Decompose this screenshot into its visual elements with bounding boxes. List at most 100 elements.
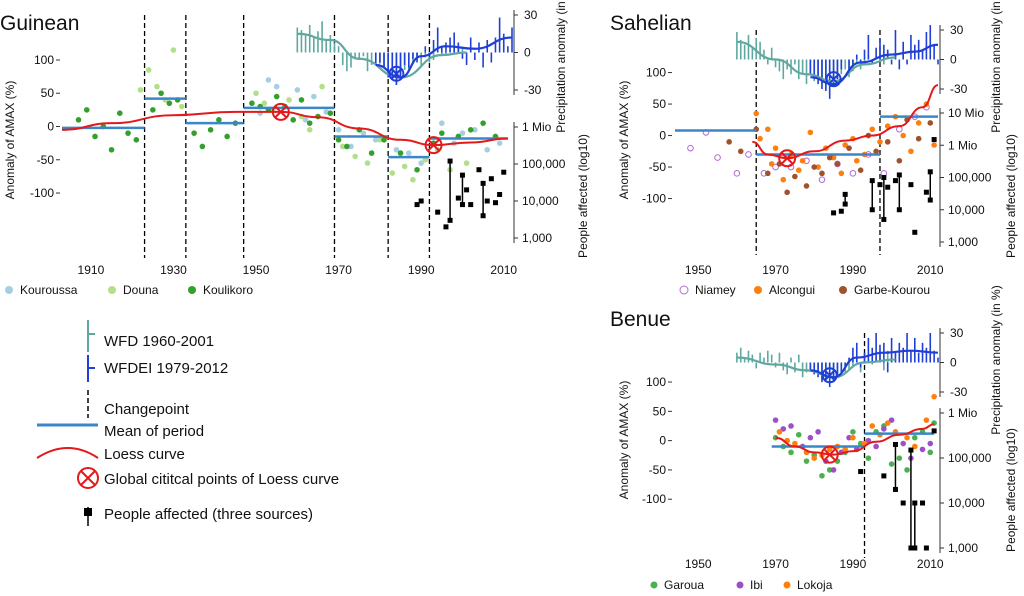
data-point-kouroussa: [302, 117, 309, 123]
people-tick-label: 1 Mio: [522, 120, 552, 134]
data-point-koulikoro: [83, 107, 90, 113]
data-point-niamey: [714, 154, 721, 161]
people-marker: [923, 189, 929, 195]
data-point-garoua: [911, 434, 918, 441]
data-point-lokoja: [884, 420, 891, 426]
data-point-douna: [154, 83, 160, 90]
data-point-garbe-kourou: [826, 154, 833, 161]
x-tick-label: 1970: [762, 557, 789, 571]
data-point-koulikoro: [158, 90, 164, 97]
data-point-kouroussa: [439, 120, 445, 126]
people-tick-label: 1,000: [948, 541, 978, 555]
critical-point-cross: [427, 138, 440, 152]
data-point-kouroussa: [472, 127, 478, 133]
data-point-alcongui: [900, 132, 906, 139]
people-tick-label: 100,000: [948, 451, 992, 465]
data-point-lokoja: [850, 434, 856, 441]
data-point-alcongui: [915, 120, 922, 126]
data-point-koulikoro: [75, 117, 82, 123]
data-point-alcongui: [799, 157, 806, 164]
data-point-alcongui: [795, 167, 802, 174]
data-point-douna: [463, 160, 470, 166]
data-point-garoua: [904, 467, 910, 473]
data-point-lokoja: [904, 434, 910, 441]
people-marker: [501, 169, 507, 175]
legend-marker-garbe-kourou: [839, 286, 847, 294]
x-tick-label: 1930: [160, 263, 187, 277]
people-marker: [459, 202, 465, 208]
data-point-kouroussa: [496, 140, 503, 146]
precip-critical-point: [388, 65, 405, 82]
x-tick-label: 1950: [243, 263, 270, 277]
data-point-douna: [178, 103, 185, 110]
people-marker: [488, 176, 494, 182]
y-tick-label: -100: [642, 192, 666, 206]
main-legend: WFD 1960-2001 WFDEI 1979-2012 Changepoin…: [36, 320, 339, 526]
precip-smooth-curve: [810, 43, 939, 86]
data-point-ibi: [815, 429, 821, 435]
data-point-ibi: [780, 426, 787, 432]
data-point-kouroussa: [372, 137, 379, 143]
legend-people-label: People affected (three sources): [104, 506, 313, 523]
people-marker: [484, 198, 490, 204]
data-point-lokoja: [869, 423, 876, 429]
people-marker: [435, 209, 441, 215]
legend-label-garoua: Garoua: [664, 578, 704, 592]
data-point-alcongui: [765, 126, 771, 133]
people-marker: [927, 169, 933, 175]
precip-critical-point: [821, 367, 838, 384]
data-point-kouroussa: [294, 87, 301, 93]
data-point-alcongui: [830, 154, 837, 161]
x-tick-label: 1950: [685, 557, 712, 571]
legend-label-lokoja: Lokoja: [797, 578, 833, 592]
data-point-ibi: [888, 417, 895, 423]
y-tick-label: -50: [649, 160, 667, 174]
data-point-ibi: [807, 434, 814, 441]
people-marker: [418, 198, 424, 204]
legend-changepoint-label: Changepoint: [104, 401, 190, 418]
data-point-alcongui: [877, 139, 883, 145]
people-marker: [447, 217, 453, 223]
people-tick-label: 10,000: [948, 203, 985, 217]
data-point-lokoja: [931, 393, 937, 400]
loess-curve: [752, 84, 939, 160]
data-point-koulikoro: [290, 117, 296, 123]
data-point-kouroussa: [273, 83, 280, 90]
people-tick-label: 1,000: [522, 231, 552, 245]
data-point-koulikoro: [480, 120, 486, 126]
people-marker: [497, 191, 503, 197]
panel-guinean: Guinean 100 50 0 -50 -100 1910 1930 1950 1970 199…: [0, 0, 590, 297]
data-point-garoua: [795, 431, 802, 438]
legend-marker-koulikoro: [188, 286, 196, 294]
y-tick-label: 0: [47, 120, 54, 134]
data-point-garbe-kourou: [811, 164, 818, 170]
legend-sahelian: Niamey Alcongui Garbe-Kourou: [679, 283, 930, 297]
data-point-garoua: [819, 472, 825, 479]
data-point-garoua: [850, 429, 856, 435]
x-tick-label: 1990: [408, 263, 435, 277]
people-marker: [838, 208, 844, 214]
people-marker: [892, 441, 898, 447]
data-point-alcongui: [908, 148, 914, 155]
data-point-douna: [339, 143, 346, 150]
x-tick-label: 1990: [840, 263, 867, 277]
people-marker: [877, 182, 883, 188]
legend-label-garbe-kourou: Garbe-Kourou: [854, 283, 930, 297]
data-point-ibi: [881, 426, 887, 432]
data-point-kouroussa: [348, 143, 354, 150]
people-marker: [455, 195, 461, 201]
people-marker: [892, 486, 898, 492]
people-marker: [443, 224, 449, 230]
data-point-kouroussa: [393, 146, 400, 153]
data-point-niamey: [818, 176, 826, 183]
data-point-lokoja: [811, 455, 818, 461]
people-marker: [869, 178, 875, 184]
critical-point-cross: [823, 448, 836, 461]
guinean-marks: 100 50 0 -50 -100 1910 1930 1950 1970 1990 2010 30 0…: [30, 8, 566, 277]
data-point-ibi: [865, 437, 872, 444]
data-point-koulikoro: [327, 110, 334, 116]
people-axis-label: People affected (log10): [576, 134, 590, 258]
data-point-koulikoro: [199, 143, 206, 150]
people-marker: [881, 216, 887, 222]
legend-critical-symbol: [77, 467, 99, 489]
